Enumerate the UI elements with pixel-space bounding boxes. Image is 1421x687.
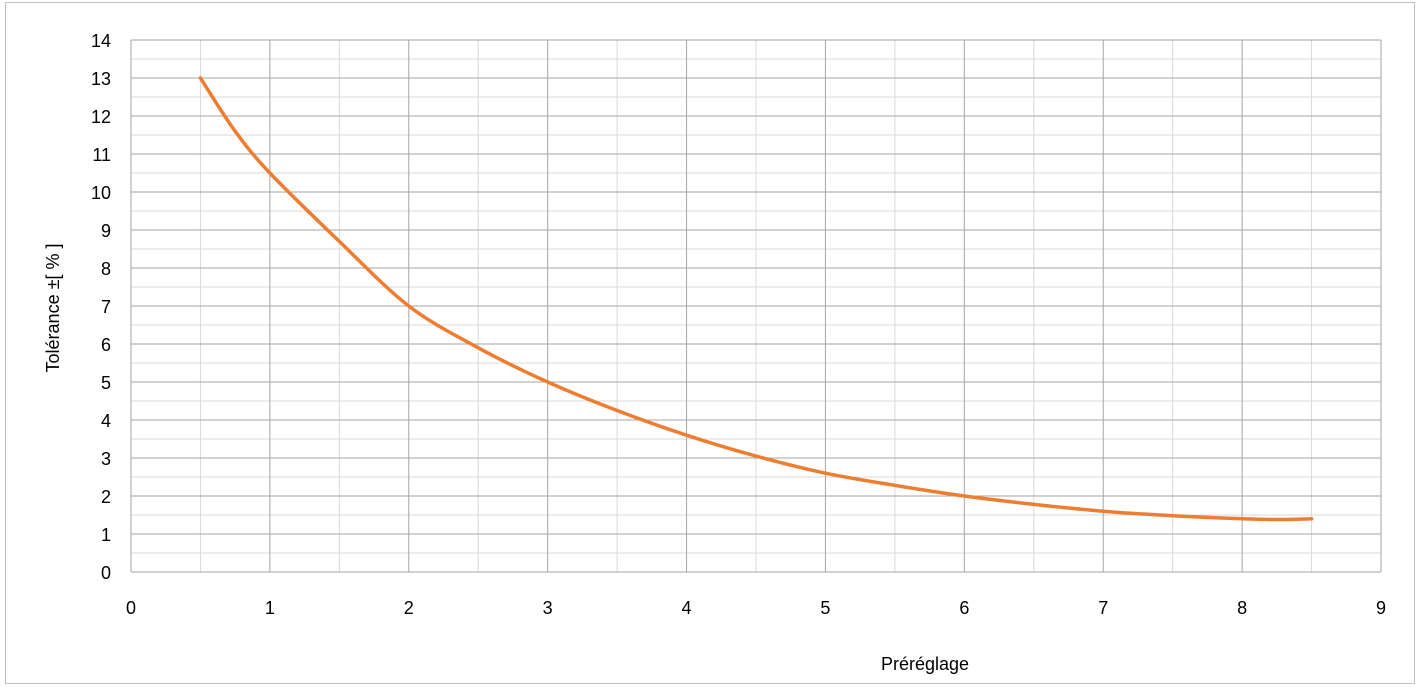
x-tick-label: 3 <box>543 598 553 618</box>
y-tick-label: 3 <box>101 449 111 469</box>
x-tick-label: 0 <box>126 598 136 618</box>
x-tick-label: 1 <box>265 598 275 618</box>
x-axis-title: Préréglage <box>881 654 969 674</box>
y-tick-label: 2 <box>101 487 111 507</box>
major-grid <box>130 39 1382 573</box>
y-tick-label: 14 <box>91 31 111 51</box>
y-tick-label: 5 <box>101 373 111 393</box>
x-tick-label: 8 <box>1237 598 1247 618</box>
y-tick-label: 6 <box>101 335 111 355</box>
y-tick-label: 11 <box>92 145 111 165</box>
minor-grid <box>131 40 1381 572</box>
y-tick-label: 12 <box>91 107 111 127</box>
y-tick-label: 9 <box>101 221 111 241</box>
y-tick-label: 4 <box>101 411 111 431</box>
series-line <box>198 76 1314 522</box>
y-tick-label: 0 <box>101 563 111 583</box>
series-layer <box>198 76 1314 522</box>
y-tick-label: 10 <box>91 183 111 203</box>
y-tick-label: 13 <box>91 69 111 89</box>
y-tick-label: 7 <box>101 297 111 317</box>
x-tick-label: 7 <box>1098 598 1108 618</box>
x-tick-label: 5 <box>820 598 830 618</box>
x-tick-label: 6 <box>959 598 969 618</box>
x-tick-label: 4 <box>682 598 692 618</box>
y-tick-label: 1 <box>101 525 111 545</box>
x-tick-labels: 0 1 2 3 4 5 6 7 8 9 <box>126 598 1386 618</box>
x-tick-label: 9 <box>1376 598 1386 618</box>
y-tick-label: 8 <box>101 259 111 279</box>
y-axis-title: Tolérance ±[ % ] <box>43 244 63 373</box>
x-tick-label: 2 <box>404 598 414 618</box>
